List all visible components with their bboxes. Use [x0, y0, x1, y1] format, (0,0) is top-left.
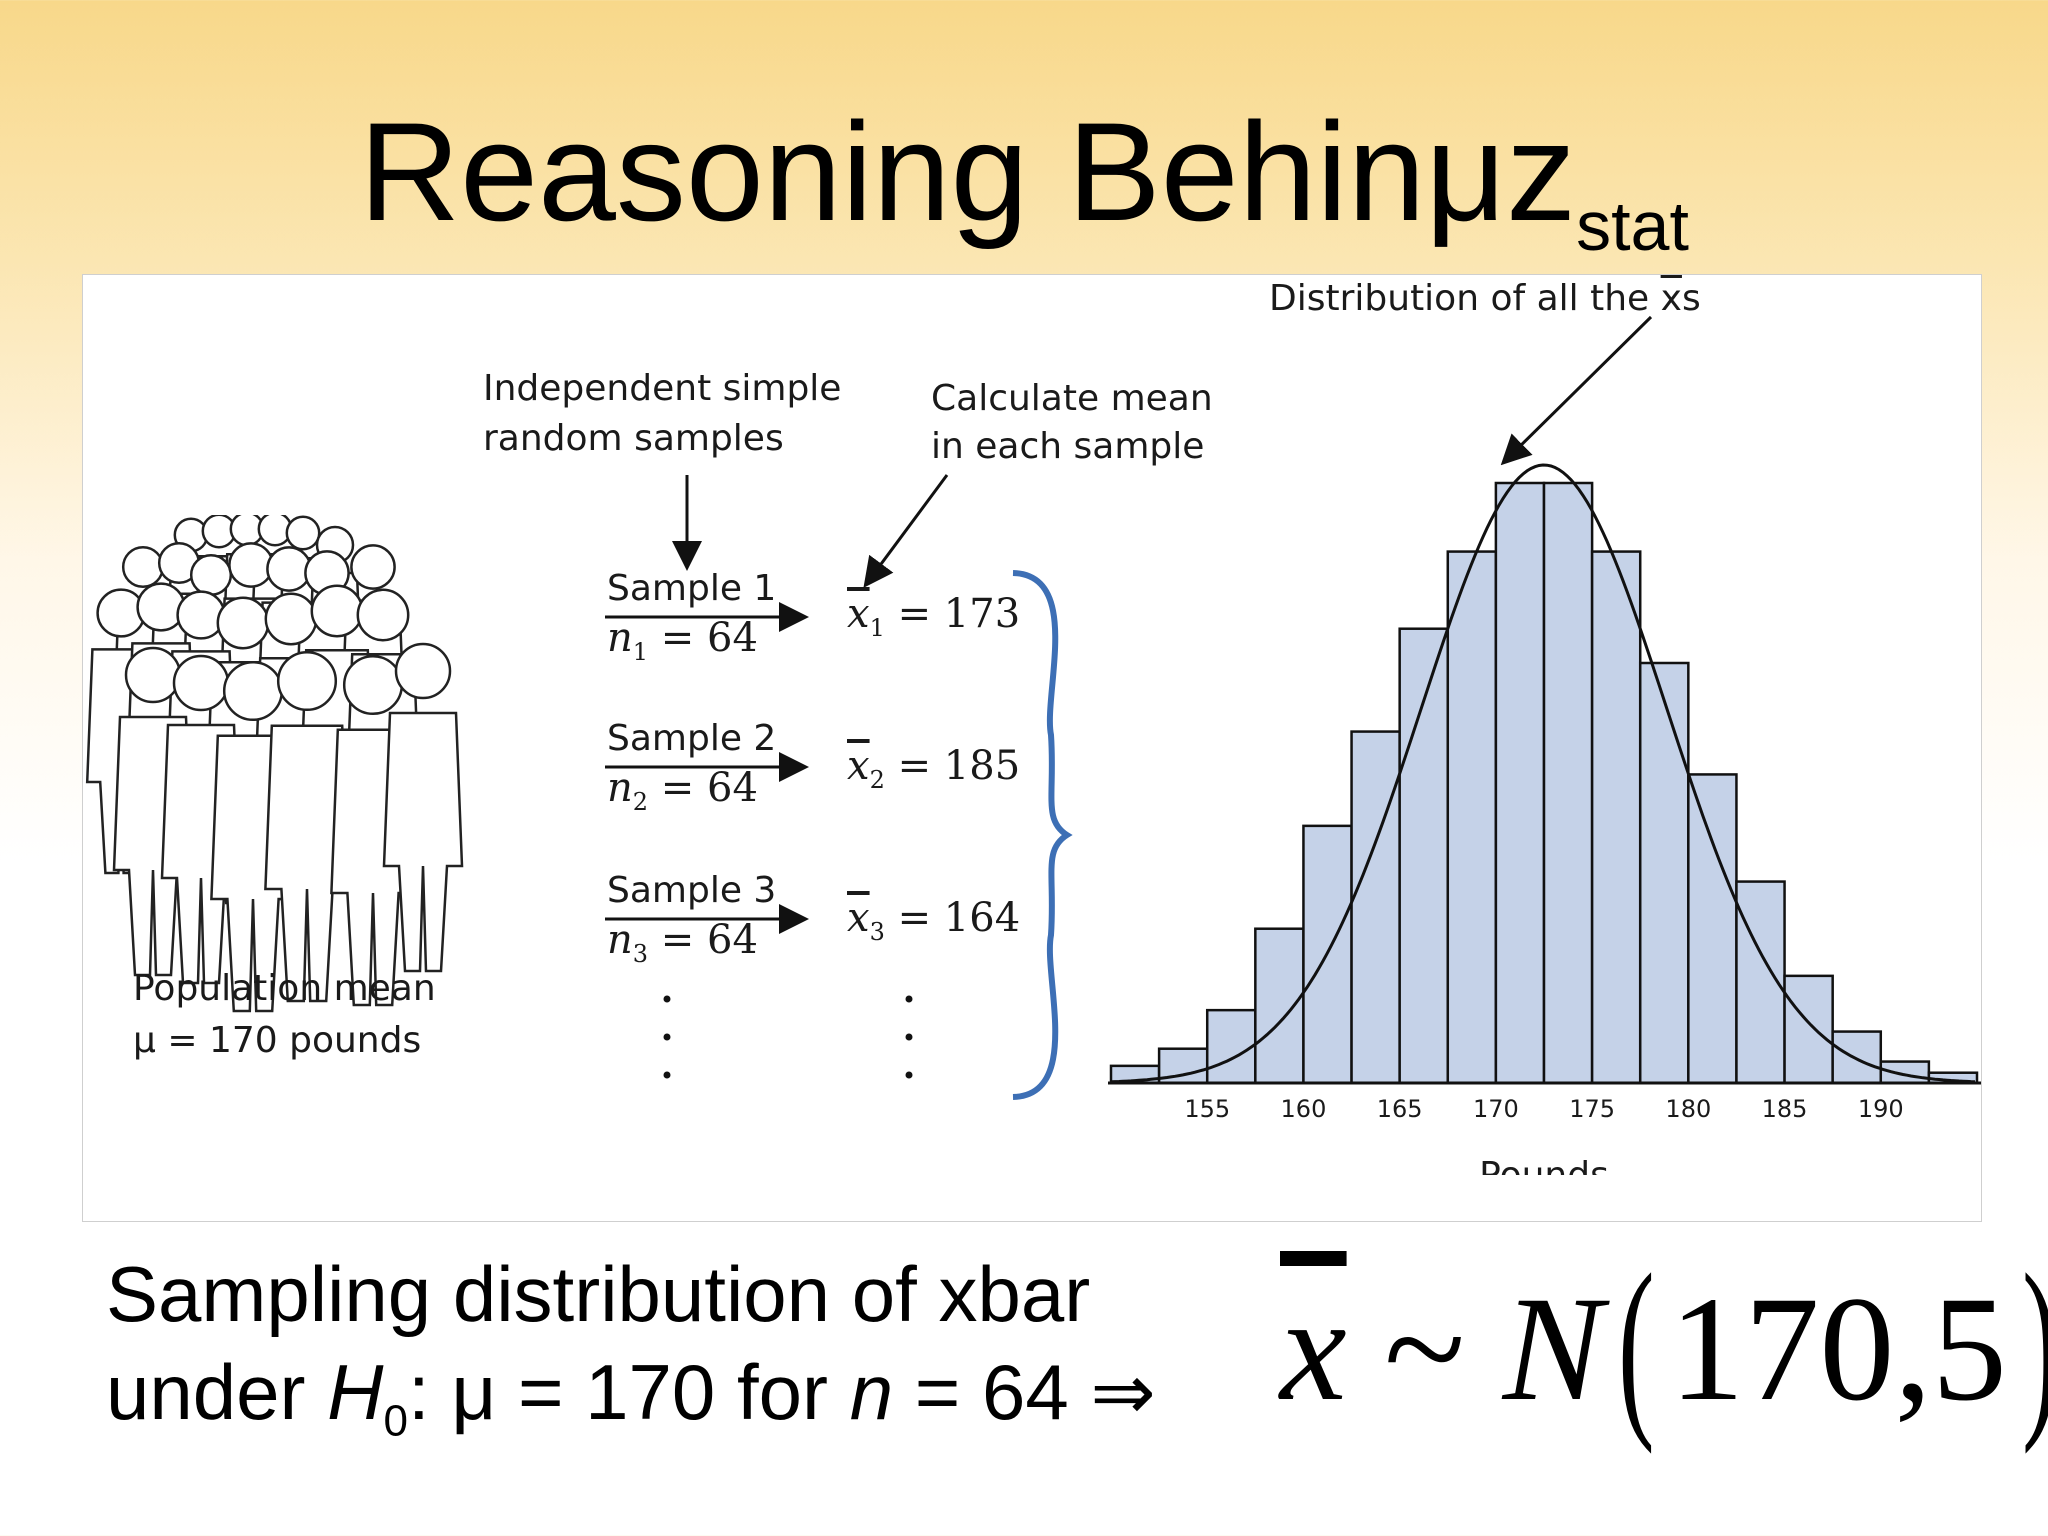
population-crowd-illustration: [85, 515, 464, 1013]
x-tick-label: 190: [1858, 1095, 1904, 1123]
histogram-bar: [1783, 974, 1834, 1085]
hypothesis-symbol: H: [327, 1348, 384, 1436]
means-diagonal-arrow: [863, 474, 949, 588]
sample-1-mean: x1 = 173: [847, 591, 1020, 642]
title-main: Reasoning Behinμz: [359, 93, 1577, 250]
distribution-heading-var: x: [1660, 278, 1682, 319]
x-tick-label: 165: [1377, 1095, 1423, 1123]
title-subscript: stat: [1576, 187, 1689, 265]
sample-3-n-var: n: [607, 917, 633, 963]
ellipsis-dot: [663, 1033, 671, 1041]
grouping-brace: [1012, 570, 1073, 1100]
sample-1-n-var: n: [607, 615, 633, 661]
x-tick-label: 180: [1665, 1095, 1711, 1123]
sample-1-label: Sample 1: [607, 568, 777, 609]
sample-2-x-sub: 2: [869, 766, 885, 794]
person-figure: [382, 711, 464, 973]
sample-2-size: n2 = 64: [607, 765, 758, 816]
ellipsis-dot: [905, 1033, 913, 1041]
formula-tilde: ~: [1384, 1266, 1466, 1432]
sample-2-n-sub: 2: [632, 788, 649, 816]
sampling-distribution-histogram: 155 160 165 170 175 180 185 190 Pounds: [1108, 463, 1981, 1175]
histogram-bar: [1638, 661, 1690, 1085]
sample-3-size: n3 = 64: [607, 917, 758, 968]
formula-close-paren: ): [2022, 1245, 2048, 1445]
formula-normal: N: [1502, 1266, 1603, 1432]
distribution-heading-prefix: Distribution of all the: [1269, 278, 1661, 319]
x-tick-label: 160: [1281, 1095, 1327, 1123]
sample-1-x-sub: 1: [869, 614, 885, 642]
distribution-heading: Distribution of all the xs: [1269, 275, 1701, 323]
person-head: [350, 544, 396, 590]
samples-heading-line1: Independent simple: [483, 368, 842, 409]
hypothesis-subscript: 0: [383, 1396, 408, 1446]
person-head: [356, 588, 410, 642]
samples-heading-line2: random samples: [483, 418, 784, 459]
sample-3-label: Sample 3: [607, 870, 777, 911]
sample-2-x-value: = 185: [897, 743, 1021, 789]
diagram-panel: Population mean μ = 170 pounds Independe…: [82, 274, 1982, 1222]
sample-3-x-var: x: [847, 895, 870, 941]
bottom-line-2: under H0: μ = 170 for n = 64 ⇒: [106, 1344, 1156, 1470]
ellipsis-dot: [663, 995, 671, 1003]
histogram-bar: [1542, 481, 1594, 1085]
diagram-connectors: [605, 315, 1653, 1100]
normal-curve: [1110, 463, 1976, 1084]
ellipsis-dot: [905, 995, 913, 1003]
person-head: [285, 515, 321, 551]
ellipsis-dot: [905, 1071, 913, 1079]
bottom-line-2-a: under: [106, 1348, 328, 1436]
histogram-bar: [1494, 481, 1546, 1085]
population-mu-label: μ = 170 pounds: [133, 1020, 422, 1061]
x-axis-label: Pounds: [1479, 1155, 1609, 1175]
sample-1-n-sub: 1: [632, 638, 649, 666]
sample-size-symbol: n: [849, 1348, 894, 1436]
person-head: [276, 650, 338, 712]
x-tick-label: 175: [1569, 1095, 1615, 1123]
histogram-bar: [1687, 773, 1738, 1085]
means-heading-line2: in each sample: [931, 426, 1205, 467]
sample-2-label: Sample 2: [607, 718, 777, 759]
histogram-bar: [1254, 927, 1305, 1085]
x-tick-label: 185: [1762, 1095, 1808, 1123]
population-mean-label: Population mean: [133, 968, 436, 1009]
slide-title: Reasoning Behinμzstat: [0, 92, 2048, 261]
person-head: [394, 642, 452, 700]
x-tick-label: 170: [1473, 1095, 1519, 1123]
sample-3-mean: x3 = 164: [847, 895, 1020, 946]
sample-2-n-var: n: [607, 765, 633, 811]
sample-2-mean: x2 = 185: [847, 743, 1020, 794]
formula-xbar: x: [1280, 1266, 1347, 1432]
sample-2-n-value: = 64: [660, 765, 758, 811]
histogram-bar: [1205, 1008, 1257, 1085]
sample-1-n-value: = 64: [660, 615, 758, 661]
sample-3-x-value: = 164: [897, 895, 1021, 941]
histogram-bar: [1350, 730, 1401, 1085]
sample-1-x-value: = 173: [897, 591, 1021, 637]
x-tick-label: 155: [1184, 1095, 1230, 1123]
histogram-bar: [1446, 550, 1498, 1085]
sample-1-x-var: x: [847, 591, 870, 637]
bottom-line-2-b: : μ = 170 for: [408, 1348, 850, 1436]
ellipsis-dot: [663, 1071, 671, 1079]
bottom-line-2-c: = 64 ⇒: [893, 1348, 1156, 1436]
histogram-bar: [1590, 550, 1642, 1085]
distribution-formula: x ~ N(170,5): [1280, 1234, 2048, 1455]
distribution-diagonal-arrow: [1500, 315, 1653, 466]
sample-3-x-sub: 3: [869, 918, 885, 946]
distribution-heading-suffix: s: [1681, 278, 1701, 319]
sample-1-size: n1 = 64: [607, 615, 758, 666]
formula-open-paren: (: [1617, 1234, 1655, 1455]
bottom-line-1: Sampling distribution of xbar: [106, 1250, 1091, 1338]
sample-3-n-value: = 64: [660, 917, 758, 963]
formula-params: 170,5: [1669, 1266, 2007, 1432]
means-heading-line1: Calculate mean: [931, 378, 1213, 419]
sample-2-x-var: x: [847, 743, 870, 789]
sample-3-n-sub: 3: [632, 940, 649, 968]
